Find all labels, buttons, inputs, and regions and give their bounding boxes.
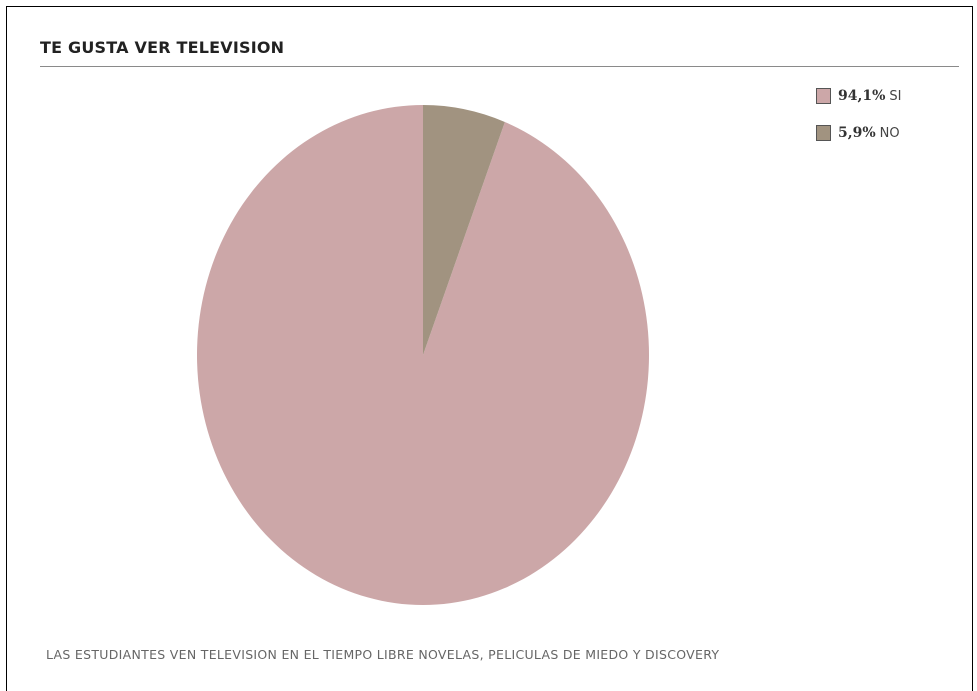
chart-title: TE GUSTA VER TELEVISION — [40, 38, 285, 57]
legend-value-si: 94,1% — [838, 88, 886, 104]
pie-slice-no — [423, 105, 505, 355]
legend-item-no: 5,9% NO — [816, 124, 902, 142]
legend-swatch-no — [816, 125, 831, 141]
legend-swatch-si — [816, 88, 831, 104]
chart-caption: LAS ESTUDIANTES VEN TELEVISION EN EL TIE… — [46, 647, 720, 662]
title-divider — [40, 66, 959, 67]
legend-item-si: 94,1% SI — [816, 87, 902, 105]
pie-slice-si — [197, 105, 650, 605]
chart-legend: 94,1% SI 5,9% NO — [816, 87, 902, 161]
legend-value-no: 5,9% — [838, 125, 876, 141]
legend-label-si: SI — [889, 88, 902, 104]
legend-label-no: NO — [879, 125, 900, 141]
